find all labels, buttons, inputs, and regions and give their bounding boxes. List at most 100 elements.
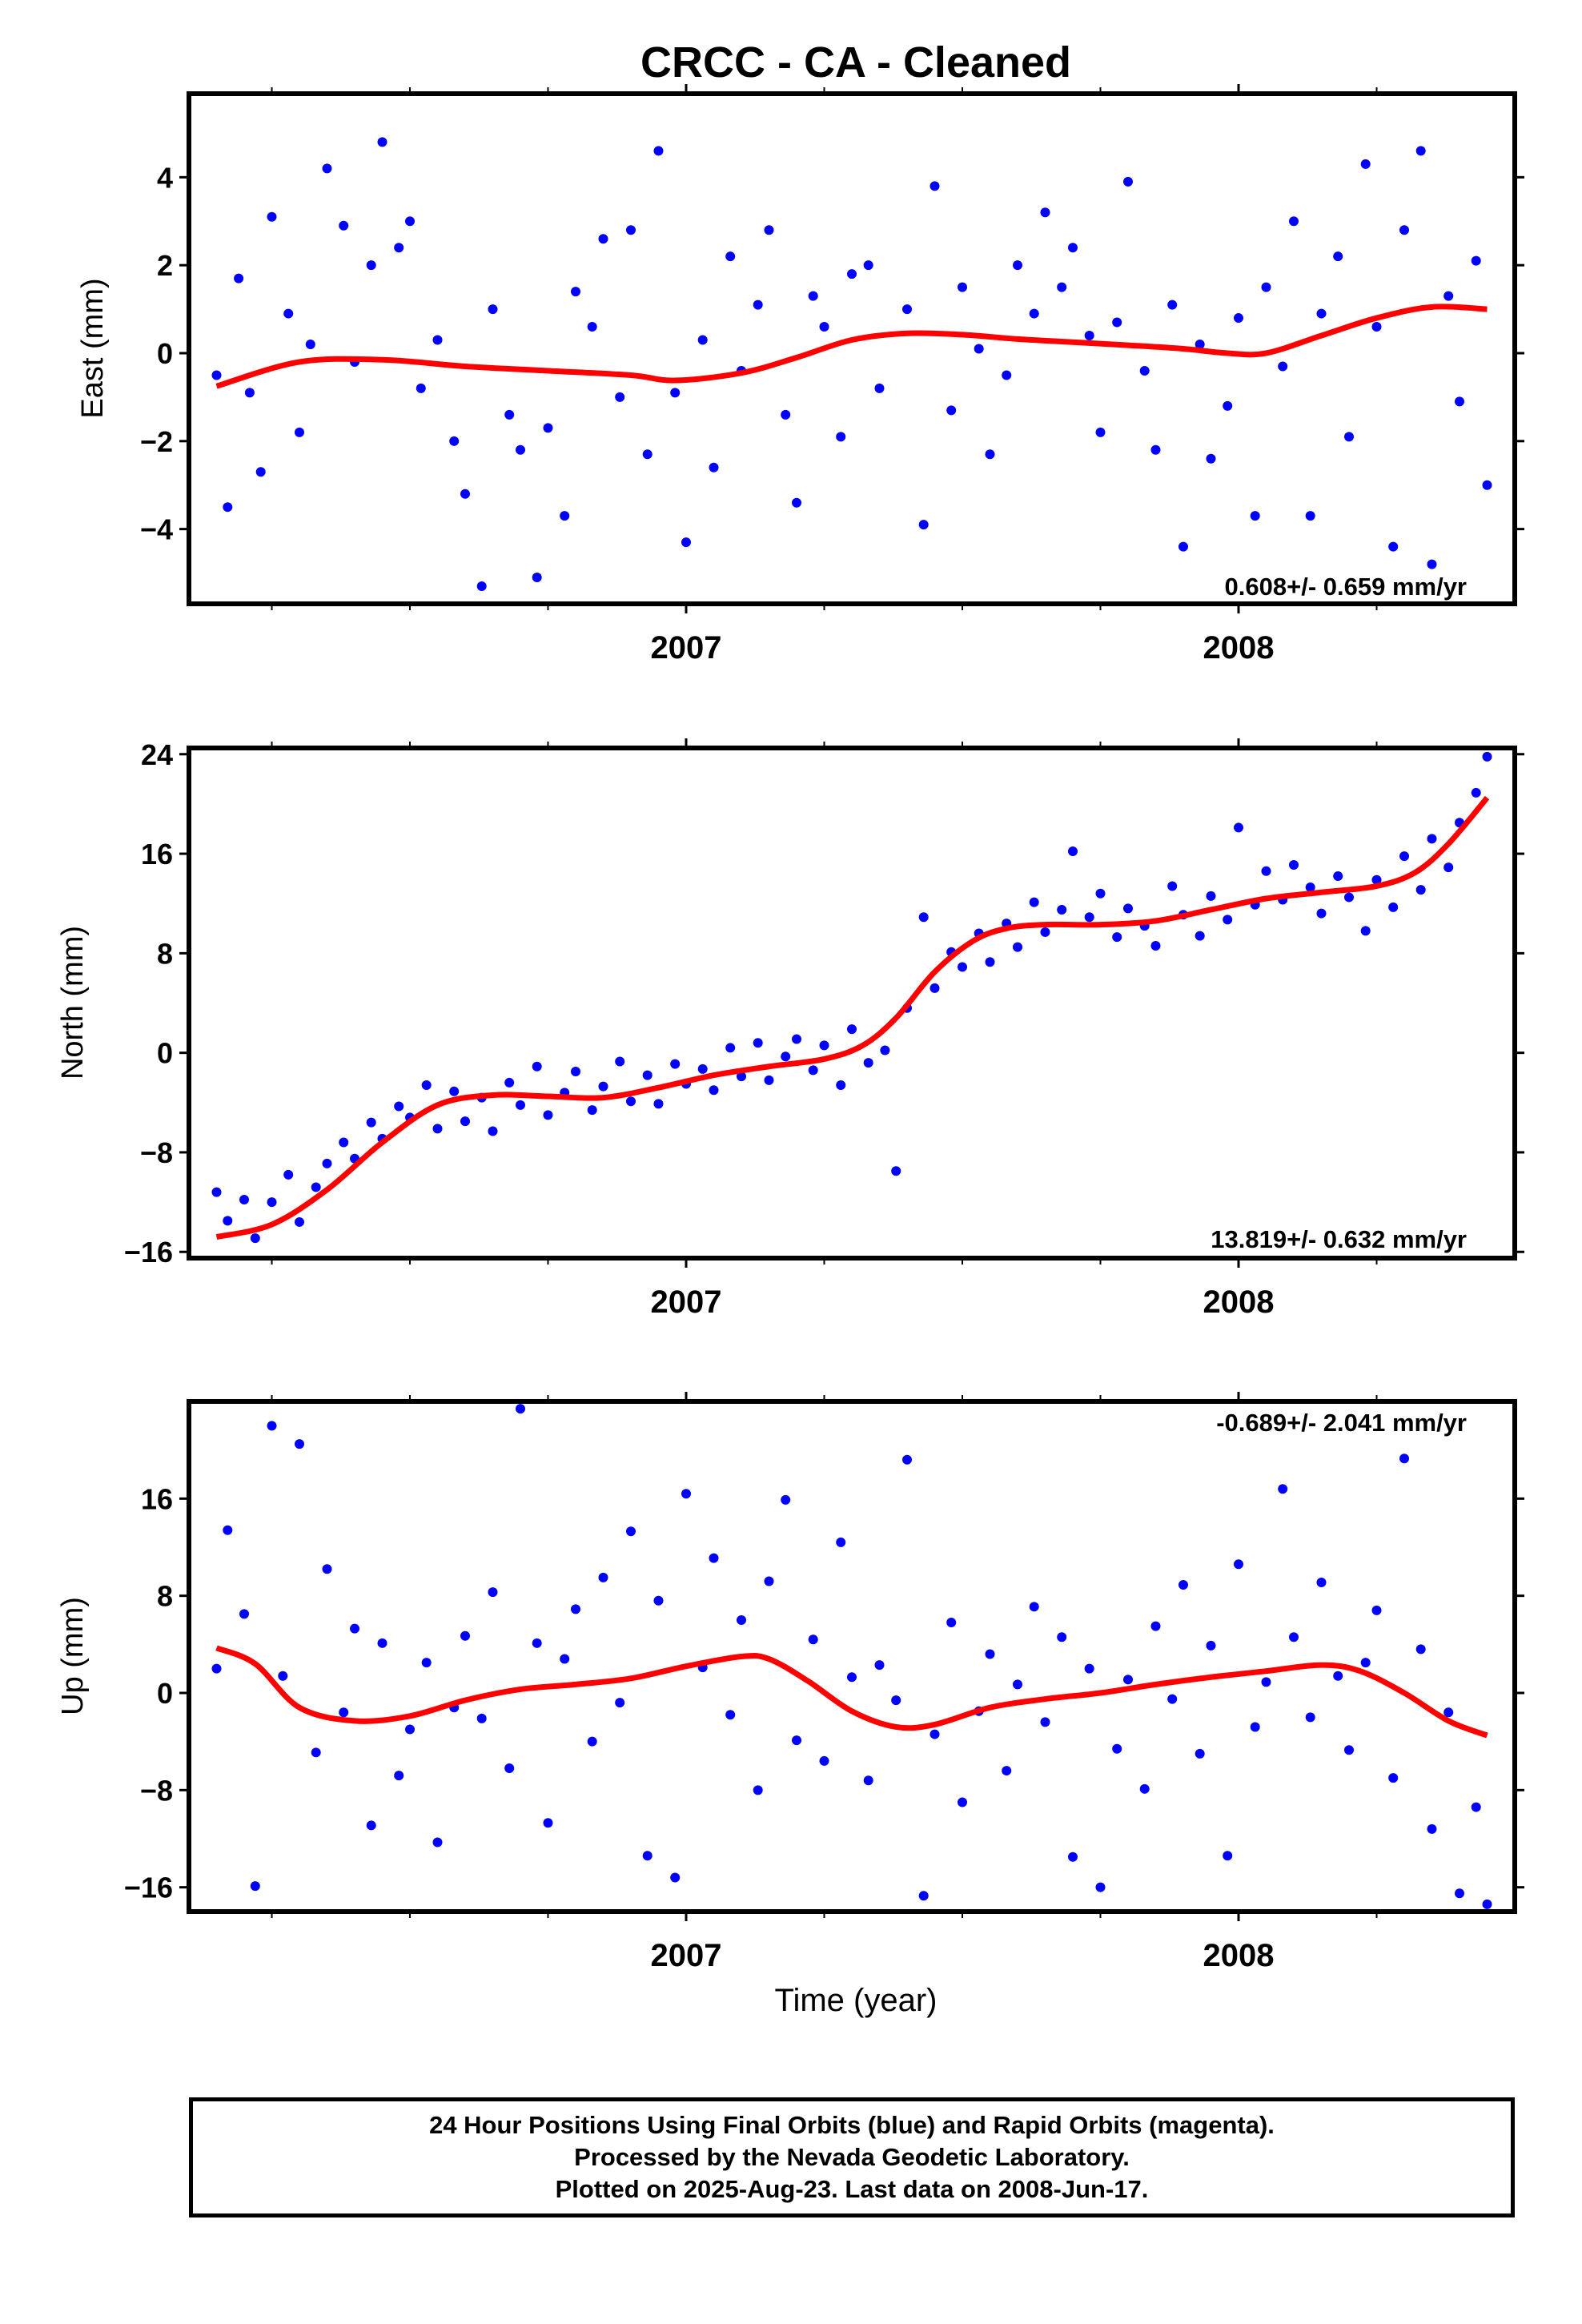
north-data-point	[1150, 941, 1161, 951]
east-x-tick-label: 2007	[651, 630, 722, 665]
up-data-point	[615, 1698, 625, 1708]
north-y-axis-label: North (mm)	[56, 926, 90, 1080]
north-data-point	[421, 1080, 432, 1091]
up-data-point	[587, 1736, 597, 1747]
east-data-point	[847, 269, 857, 279]
footer-line-3: Plotted on 2025-Aug-23. Last data on 200…	[555, 2175, 1149, 2203]
east-y-tick-label: 2	[157, 249, 173, 282]
up-data-point	[339, 1707, 349, 1718]
north-data-point	[670, 1059, 681, 1069]
up-data-point	[598, 1572, 608, 1582]
up-data-point	[432, 1837, 443, 1848]
up-data-point	[1167, 1694, 1178, 1704]
east-data-point	[670, 388, 681, 398]
north-data-point	[1371, 875, 1382, 885]
east-data-point	[1206, 453, 1216, 464]
east-data-point	[1234, 313, 1243, 324]
east-data-point	[1415, 146, 1426, 156]
up-data-point	[847, 1672, 857, 1683]
up-panel: Up (mm) −16 −8 0 8 16 2007 2008 -0.689+/- 2.0…	[56, 1392, 1524, 1973]
up-data-point	[1443, 1707, 1454, 1718]
north-data-point	[516, 1100, 525, 1110]
north-data-point	[1289, 860, 1299, 870]
up-data-point	[460, 1630, 470, 1641]
east-data-point	[1150, 444, 1161, 455]
north-data-point	[697, 1063, 708, 1074]
east-data-point	[1289, 216, 1299, 227]
north-y-tick-label: −8	[140, 1136, 173, 1169]
east-data-point	[874, 383, 885, 393]
east-data-point	[781, 409, 791, 420]
up-data-point	[223, 1525, 233, 1535]
up-data-point	[1002, 1766, 1012, 1776]
east-data-point	[1443, 291, 1454, 301]
up-data-point	[626, 1526, 636, 1537]
up-data-point	[1360, 1658, 1371, 1668]
up-data-point	[504, 1763, 515, 1774]
up-rate-label: -0.689+/- 2.041 mm/yr	[1216, 1409, 1467, 1437]
east-data-point	[1057, 282, 1067, 292]
up-fit-line	[215, 1645, 1488, 1739]
east-y-axis-label: East (mm)	[76, 278, 110, 418]
up-data-point	[737, 1615, 746, 1625]
north-data-point	[1316, 908, 1327, 919]
north-data-point	[1195, 931, 1205, 941]
north-data-point	[532, 1061, 542, 1072]
north-data-point	[223, 1216, 233, 1226]
east-data-point	[394, 243, 404, 253]
east-data-point	[808, 291, 818, 301]
north-data-point	[1123, 903, 1133, 914]
east-data-point	[958, 282, 967, 292]
up-data-point	[1250, 1722, 1260, 1732]
east-data-point	[863, 260, 873, 271]
north-fit-line	[215, 795, 1490, 1240]
east-data-point	[1095, 427, 1106, 437]
east-data-point	[985, 449, 995, 460]
north-x-tick-label: 2008	[1203, 1285, 1275, 1320]
east-data-point	[1371, 322, 1382, 332]
east-data-point	[543, 423, 553, 433]
up-data-point	[709, 1553, 719, 1563]
north-data-point	[587, 1105, 597, 1116]
north-data-point	[653, 1099, 664, 1109]
up-data-point	[808, 1634, 818, 1645]
north-data-point	[781, 1051, 791, 1062]
east-data-point	[1482, 480, 1492, 490]
footer-box: 24 Hour Positions Using Final Orbits (bl…	[189, 2097, 1515, 2217]
up-data-point	[211, 1663, 222, 1674]
north-data-point	[1360, 926, 1371, 936]
up-data-point	[1040, 1717, 1050, 1727]
up-data-point	[946, 1618, 957, 1628]
up-y-ticks: −16 −8 0 8 16	[124, 1482, 1524, 1904]
up-data-point	[1388, 1773, 1399, 1783]
east-data-point	[571, 287, 580, 297]
up-data-point	[1316, 1577, 1327, 1587]
north-data-point	[543, 1110, 553, 1120]
east-data-point	[709, 462, 719, 472]
north-x-ticks: 2007 2008	[271, 738, 1378, 1320]
east-data-point	[974, 344, 984, 354]
north-y-tick-label: 16	[141, 838, 173, 870]
east-data-point	[819, 322, 829, 332]
north-data-point	[267, 1197, 277, 1208]
east-data-point	[1427, 559, 1437, 569]
footer-line-2: Processed by the Nevada Geodetic Laborat…	[574, 2143, 1130, 2171]
up-data-point	[571, 1604, 580, 1614]
east-data-point	[1399, 225, 1409, 235]
north-data-point	[339, 1137, 349, 1148]
up-data-point	[405, 1724, 415, 1735]
east-data-point	[339, 220, 349, 231]
up-data-point	[1068, 1852, 1078, 1862]
east-data-point	[1388, 541, 1399, 552]
east-data-point	[1002, 370, 1012, 380]
east-data-point	[1250, 511, 1260, 521]
north-data-point	[1388, 902, 1399, 912]
up-data-point	[1333, 1671, 1343, 1681]
up-y-tick-label: −16	[124, 1872, 173, 1904]
north-x-tick-label: 2007	[651, 1285, 722, 1320]
east-data-point	[516, 444, 525, 455]
up-x-tick-label: 2007	[651, 1938, 722, 1973]
north-data-point	[863, 1058, 873, 1068]
east-data-point	[488, 304, 498, 315]
north-data-point	[250, 1233, 260, 1244]
